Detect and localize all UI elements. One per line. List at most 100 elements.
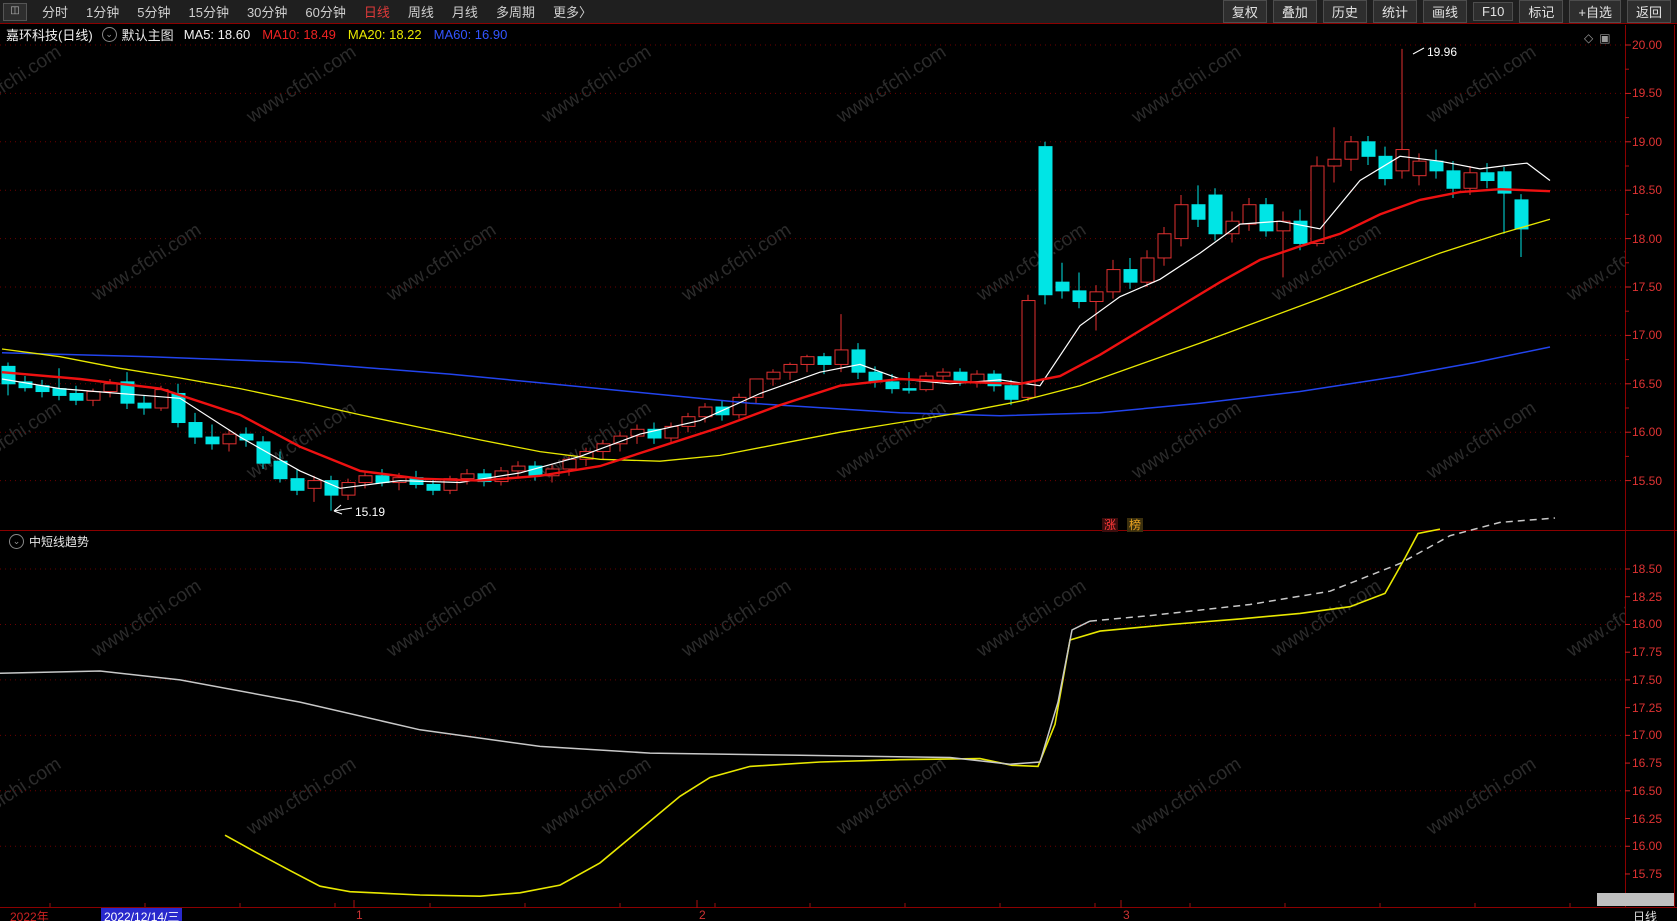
action-button[interactable]: +自选 [1569,0,1621,23]
scrollbar-thumb[interactable] [1597,893,1674,906]
candle-body [1123,269,1138,283]
candle-body [188,422,203,438]
candle-body [1463,172,1478,189]
panel-toggle-icon[interactable]: ◫ [3,2,27,21]
period-tab[interactable]: 分时 [42,5,69,20]
period-tabs: ◫ 分时 1分钟 5分钟 15分钟 30分钟 60分钟 日线 周线 月线 多周期 更多〉 [0,0,601,23]
candle-body [851,349,866,373]
indicator-collapse-icon[interactable]: ⌄ [9,534,24,549]
candle-body [1089,291,1104,303]
action-button[interactable]: 返回 [1626,0,1671,23]
period-tab[interactable]: 月线 [451,5,478,20]
rise-rank-badge[interactable]: 涨 [1102,518,1119,532]
y-axis-label: 15.75 [1632,866,1663,881]
candle-body [222,433,237,445]
candle-body [18,381,33,389]
period-tab[interactable]: 日线 [363,5,390,20]
candle-body [239,433,254,441]
y-axis-label: 17.75 [1632,645,1663,660]
ma-value-label: MA20: 18.22 [347,27,422,42]
candle-body [69,392,84,401]
mid-trend-line-dashed [1089,517,1556,622]
y-axis-label: 18.50 [1632,183,1663,198]
low-annotation: 15.19 [355,505,385,519]
period-tab[interactable]: 1分钟 [86,5,120,20]
candle-body [307,480,322,489]
candle-body [273,460,288,480]
y-axis-label: 15.50 [1632,473,1663,488]
y-axis-label: 17.00 [1632,728,1663,743]
candle-body [1514,199,1529,230]
candle-body [1038,146,1053,296]
action-button[interactable]: 标记 [1519,0,1564,23]
candle-body [1344,141,1359,160]
candle-body [1446,170,1461,189]
candle-body [1140,257,1155,283]
ma10-line [1,187,1551,482]
low-annotation-arrowhead [333,504,342,512]
candle-body [205,436,220,445]
candle-body [1429,160,1444,172]
candle-body [154,389,169,409]
month-marker: 2 [699,908,706,921]
y-axis-label: 16.75 [1632,756,1663,771]
ma-value-label: MA10: 18.49 [262,27,336,42]
candle-body [579,451,594,460]
split-panel-icon[interactable]: ▣ [1599,31,1617,45]
month-marker: 3 [1123,908,1130,921]
bottom-period-label: 日线 [1633,910,1658,921]
action-button[interactable]: 历史 [1322,0,1367,23]
diamond-icon[interactable]: ◇ [1584,31,1600,45]
candle-body [936,371,951,377]
ma-value-label: MA5: 18.60 [183,27,251,42]
candle-body [120,381,135,404]
candle-body [1293,220,1308,244]
candle-body [341,482,356,496]
period-tab[interactable]: 30分钟 [246,5,288,20]
main-chart-corner-icons: ◇▣ [1584,31,1617,45]
candle-body [1208,194,1223,235]
candle-body [137,402,152,409]
ma20-line [1,218,1551,462]
chart-style-dropdown-icon[interactable]: ⌄ [101,27,117,42]
period-tab[interactable]: 多周期 [495,5,535,20]
action-button[interactable]: 统计 [1372,0,1417,23]
rank-board-badge[interactable]: 榜 [1127,518,1144,532]
candle-body [698,406,713,418]
candle-body [1327,158,1342,167]
period-tab[interactable]: 60分钟 [305,5,346,20]
indicator-name: 中短线趋势 [29,535,90,549]
candle-body [902,388,917,391]
period-tab[interactable]: 15分钟 [188,5,229,20]
candle-body [375,475,390,484]
action-button[interactable]: F10 [1472,2,1514,21]
period-tab[interactable]: 更多〉 [552,5,592,20]
candle-body [1480,172,1495,182]
candle-body [290,478,305,491]
time-axis-bar: 2022年 2022/12/14/三 日线 1 2 3 [0,908,1677,921]
candle-body [749,378,764,398]
candle-body [817,356,832,365]
candle-body [358,475,373,484]
candle-body [1157,233,1172,259]
period-tab[interactable]: 5分钟 [137,5,171,20]
y-axis-label: 19.50 [1632,86,1663,101]
candle-body [1106,269,1121,293]
candle-body [834,349,849,365]
y-axis-label: 17.25 [1632,700,1663,715]
candle-body [1497,171,1512,194]
action-button[interactable]: 复权 [1222,0,1267,23]
y-axis-label: 16.00 [1632,839,1663,854]
action-button[interactable]: 画线 [1422,0,1467,23]
month-marker: 1 [356,908,363,921]
y-axis-label: 18.25 [1632,589,1663,604]
candle-body [1055,281,1070,292]
candle-body [953,371,968,383]
period-tab[interactable]: 周线 [407,5,434,20]
high-annotation-pointer [1412,47,1425,55]
stock-title: 嘉环科技(日线) [6,28,93,43]
action-button[interactable]: 叠加 [1272,0,1317,23]
candle-body [256,441,271,464]
